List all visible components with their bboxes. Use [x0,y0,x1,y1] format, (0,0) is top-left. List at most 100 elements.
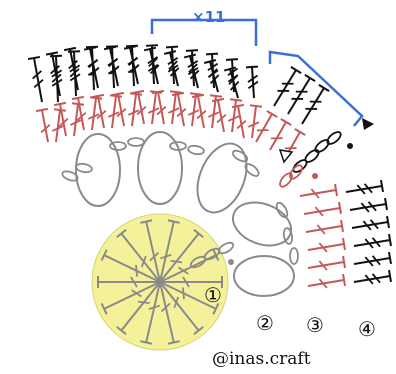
round-label-4: ④ [358,317,376,341]
center-spoke [160,276,223,288]
round-label-2: ② [256,311,274,335]
round4-stitch [245,65,259,99]
repeat-bracket [150,18,258,46]
center-spoke [116,281,161,335]
join-dot-icon [228,259,234,265]
round4-stitch [45,51,62,97]
round4-stitch [103,45,120,87]
round4-stitch [349,197,388,213]
round4-stitch [223,66,240,99]
chain-loop [196,142,248,214]
round3-stitch [299,183,338,199]
round3-stitch [307,237,346,253]
chain-loop [231,201,293,247]
chain-bead [275,201,289,219]
chain-bead [244,163,260,177]
chain-bead [304,149,320,163]
round3-stitch [211,97,227,133]
round4-stitch [273,66,302,107]
round3-stitch [307,255,346,271]
round-label-1: ① [204,283,222,307]
round3-stitch [231,103,247,139]
round4-stitch [351,215,390,231]
round3-stitch [87,96,103,131]
round3-stitch [131,89,147,125]
round4-stitches [27,44,392,285]
round4-stitch [63,46,80,91]
center-spoke [100,249,161,283]
chain-bead [289,247,299,265]
chain-bead [169,141,187,151]
center-spoke [140,281,161,345]
round3-stitch [247,104,263,139]
round-label-3: ③ [306,313,324,337]
round4-stitch [83,46,100,89]
center-spoke [159,219,180,283]
chain-bead [282,227,294,245]
chain-bead [279,172,293,188]
round4-stitch [183,53,200,89]
round4-stitch [203,59,220,93]
round4-stitch [143,46,160,85]
round1-spokes [97,219,223,345]
round3-stitch [111,91,127,127]
round3-stitch [127,92,143,127]
round3-stitch [269,118,292,151]
join-dot-icon [312,173,318,179]
join-dot-icon [347,143,353,149]
round3-stitch [191,93,207,129]
start-marker-icon [362,118,374,130]
center-spoke [100,281,161,315]
round3-stitch [303,201,342,217]
round4-stitch [353,269,392,285]
center-spoke [159,281,204,335]
chain-bead [61,170,79,182]
round3-stitch [255,110,278,143]
chain-bead [187,144,205,156]
center-spoke [159,281,220,315]
repeat-bracket-side [268,50,364,127]
chain-bead [289,164,303,180]
round3-stitch [305,219,344,235]
round4-stitch [27,55,44,103]
round4-stitch [353,233,392,249]
round4-stitch [287,74,316,115]
round4-stitch [123,45,140,85]
round4-stitch [353,251,392,267]
connecting-chains [61,131,342,269]
round3-stitch [53,101,69,137]
round3-stitch [51,108,67,143]
chain-bead [75,162,93,174]
center-spoke [116,229,161,283]
round3-stitch [91,93,107,129]
chain-bead [217,241,235,255]
round4-stitch [163,50,180,87]
round3-stitch [147,90,163,125]
chain-bead [326,131,342,145]
chain-bead [109,141,127,151]
center-spoke [159,229,204,283]
center-spoke [97,276,160,288]
chain-loop [75,133,121,207]
round3-stitch [107,94,123,129]
round3-stitch [187,92,203,127]
center-spoke [159,281,180,345]
round3-stitch [171,91,187,127]
round3-stitch [71,95,87,131]
round3-stitch [151,89,167,125]
chain-bead [127,137,145,147]
round3-stitch [35,107,51,143]
round3-stitch [307,273,346,289]
round3-stitch [69,102,85,137]
round4-stitch [345,179,384,195]
round3-stitches [35,89,346,289]
round3-stitch [167,90,183,125]
watermark-text: @inas.craft [212,349,311,369]
chain-loop [137,131,183,205]
chain-bead [231,149,249,163]
round3-stitch [227,98,243,133]
center-spoke [140,219,161,283]
round4-stitch [301,84,330,125]
